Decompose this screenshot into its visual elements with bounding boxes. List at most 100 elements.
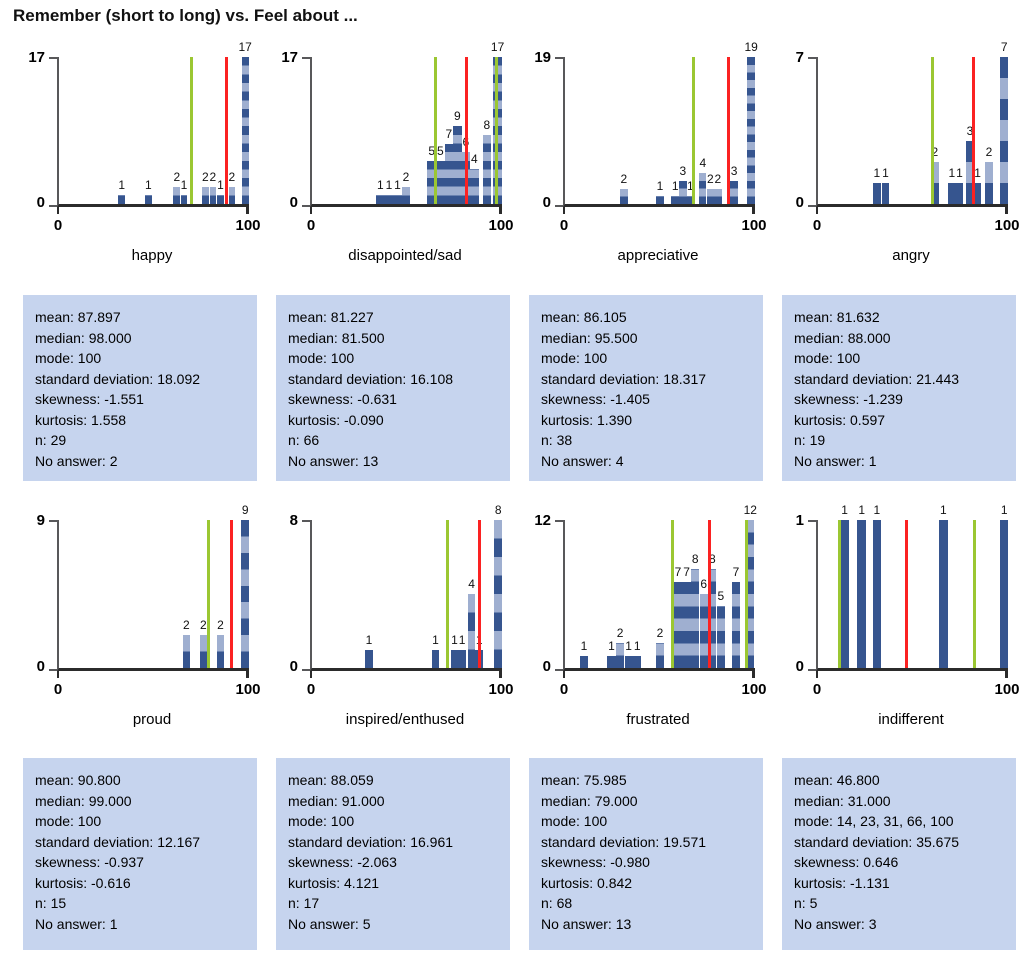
- stat-mode: mode: 100: [794, 350, 861, 366]
- histogram-bar: [453, 126, 462, 204]
- y-axis-max-label: 19: [534, 49, 551, 66]
- x-tick-label-100: 100: [488, 217, 514, 234]
- y-axis-zero-label: 0: [795, 194, 804, 211]
- bar-count-label: 8: [691, 552, 699, 567]
- mean-line: [464, 57, 468, 204]
- bar-count-label: 5: [436, 143, 444, 158]
- stat-mode: mode: 100: [288, 350, 355, 366]
- histogram-happy: 17 0 1 1 2 1 2 2 1 2 17 0 100 happy: [23, 26, 260, 295]
- histogram-bar: [209, 186, 217, 204]
- sd-line: [837, 520, 841, 668]
- mean-line: [707, 520, 711, 668]
- histogram-bar: [624, 655, 633, 668]
- stats-row-2: mean: 90.800 median: 99.000 mode: 100 stand…: [0, 758, 1024, 950]
- bar-count-label: 19: [744, 40, 758, 54]
- stat-standard-deviation: standard deviation: 21.443: [794, 370, 960, 387]
- y-axis-top-tick: [302, 57, 310, 59]
- x-axis-zero-tick: [563, 207, 565, 214]
- sd-line: [670, 520, 674, 668]
- stat-median: median: 79.000: [541, 792, 638, 809]
- histogram-bar: [216, 635, 225, 668]
- sd-line: [445, 520, 449, 668]
- stat-kurtosis: kurtosis: 1.390: [541, 411, 633, 428]
- bar-count-label: 1: [858, 503, 866, 517]
- bar-count-label: 1: [394, 178, 401, 193]
- plot-area-frustrated: 1 1 2 1 1 2 7 7 8 6 8 5 7 12: [563, 503, 757, 671]
- x-tick-label-100: 100: [994, 217, 1020, 234]
- histogram-bar: [671, 196, 679, 204]
- histogram-bar: [241, 57, 249, 204]
- x-axis-max-tick: [499, 207, 502, 214]
- histogram-bar: [144, 195, 152, 204]
- histogram-bar: [931, 162, 939, 204]
- histogram-bar: [444, 143, 453, 204]
- histogram-bar: [985, 162, 993, 204]
- bar-count-label: 2: [217, 618, 224, 633]
- bar-count-label: 3: [966, 124, 974, 138]
- histogram-bar: [241, 520, 249, 668]
- stat-standard-deviation: standard deviation: 16.961: [288, 833, 454, 850]
- histogram-bar: [199, 635, 208, 668]
- bar-count-label: 9: [241, 503, 249, 517]
- histogram-bar: [579, 655, 589, 668]
- bar-count-label: 7: [1000, 40, 1008, 54]
- plot-area-happy: 1 1 2 1 2 2 1 2 17: [57, 40, 252, 207]
- bar-count-label: 1: [580, 638, 588, 653]
- histogram-bar: [730, 180, 738, 204]
- bar-count-label: 2: [706, 171, 714, 186]
- histogram-bar: [948, 183, 956, 204]
- histogram-bar: [857, 520, 866, 668]
- bar-count-label: 2: [173, 169, 181, 184]
- bar-count-label: 1: [873, 503, 881, 517]
- histogram-disappointed-sad: 17011125579648170100disappointed/sad: [276, 26, 513, 295]
- stat-median: median: 99.000: [35, 792, 132, 809]
- bar-count-label: 1: [144, 178, 152, 193]
- axis-title-proud: proud: [132, 711, 172, 728]
- histogram-bar: [217, 195, 224, 204]
- plot-area-appreciative: 2 1 1 3 1 4 2 2 3 19: [563, 40, 758, 207]
- stat-skewness: skewness: -1.405: [541, 391, 650, 407]
- histogram-bar: [706, 188, 715, 204]
- stat-mean: mean: 86.105: [541, 309, 627, 325]
- x-axis-zero-tick: [57, 207, 59, 214]
- y-axis-top-tick: [49, 520, 57, 522]
- y-axis-zero-label: 0: [542, 194, 551, 211]
- bar-count-label: 5: [428, 143, 436, 158]
- stat-median: median: 91.000: [288, 792, 385, 809]
- histogram-bar: [731, 581, 741, 668]
- x-axis-max-tick: [499, 671, 502, 678]
- y-axis-max-label: 9: [36, 512, 45, 529]
- stats-box-angry: mean: 81.632 median: 88.000 mode: 100 stand…: [782, 295, 1016, 481]
- stat-no-answer: No answer: 2: [35, 452, 118, 469]
- page-title: Remember (short to long) vs. Feel about …: [13, 6, 358, 25]
- bar-count-label: 1: [458, 632, 466, 647]
- stat-mode: mode: 100: [35, 813, 102, 829]
- histogram-bar: [714, 188, 722, 204]
- bar-count-label: 1: [882, 166, 889, 180]
- stat-no-answer: No answer: 13: [541, 915, 632, 932]
- x-tick-label-0: 0: [306, 681, 316, 698]
- stat-median: median: 31.000: [794, 792, 891, 809]
- bar-count-label: 2: [985, 145, 993, 159]
- x-axis-max-tick: [752, 207, 755, 214]
- x-tick-label-100: 100: [488, 681, 514, 698]
- y-axis-top-tick: [302, 520, 310, 522]
- stat-no-answer: No answer: 4: [541, 452, 624, 469]
- bar-count-label: 2: [656, 626, 664, 641]
- stat-n: n: 19: [794, 432, 826, 448]
- bar-count-label: 1: [451, 632, 458, 647]
- histogram-bar: [228, 186, 236, 204]
- stat-standard-deviation: standard deviation: 18.092: [35, 370, 201, 387]
- bar-count-label: 9: [453, 109, 461, 124]
- stats-box-disappointed-sad: mean: 81.227 median: 81.500 mode: 100 stand…: [276, 295, 510, 481]
- mean-line: [224, 57, 228, 204]
- stats-box-happy: mean: 87.897 median: 98.000 mode: 100 stand…: [23, 295, 257, 481]
- sd-line: [692, 57, 696, 204]
- y-axis-zero-label: 0: [36, 658, 45, 675]
- x-axis-max-tick: [752, 671, 755, 678]
- histogram-bar: [384, 195, 394, 204]
- histogram-bar: [494, 520, 502, 668]
- histogram-bar: [679, 180, 687, 204]
- y-axis-max-label: 8: [289, 512, 298, 529]
- y-axis-zero-label: 0: [795, 658, 804, 675]
